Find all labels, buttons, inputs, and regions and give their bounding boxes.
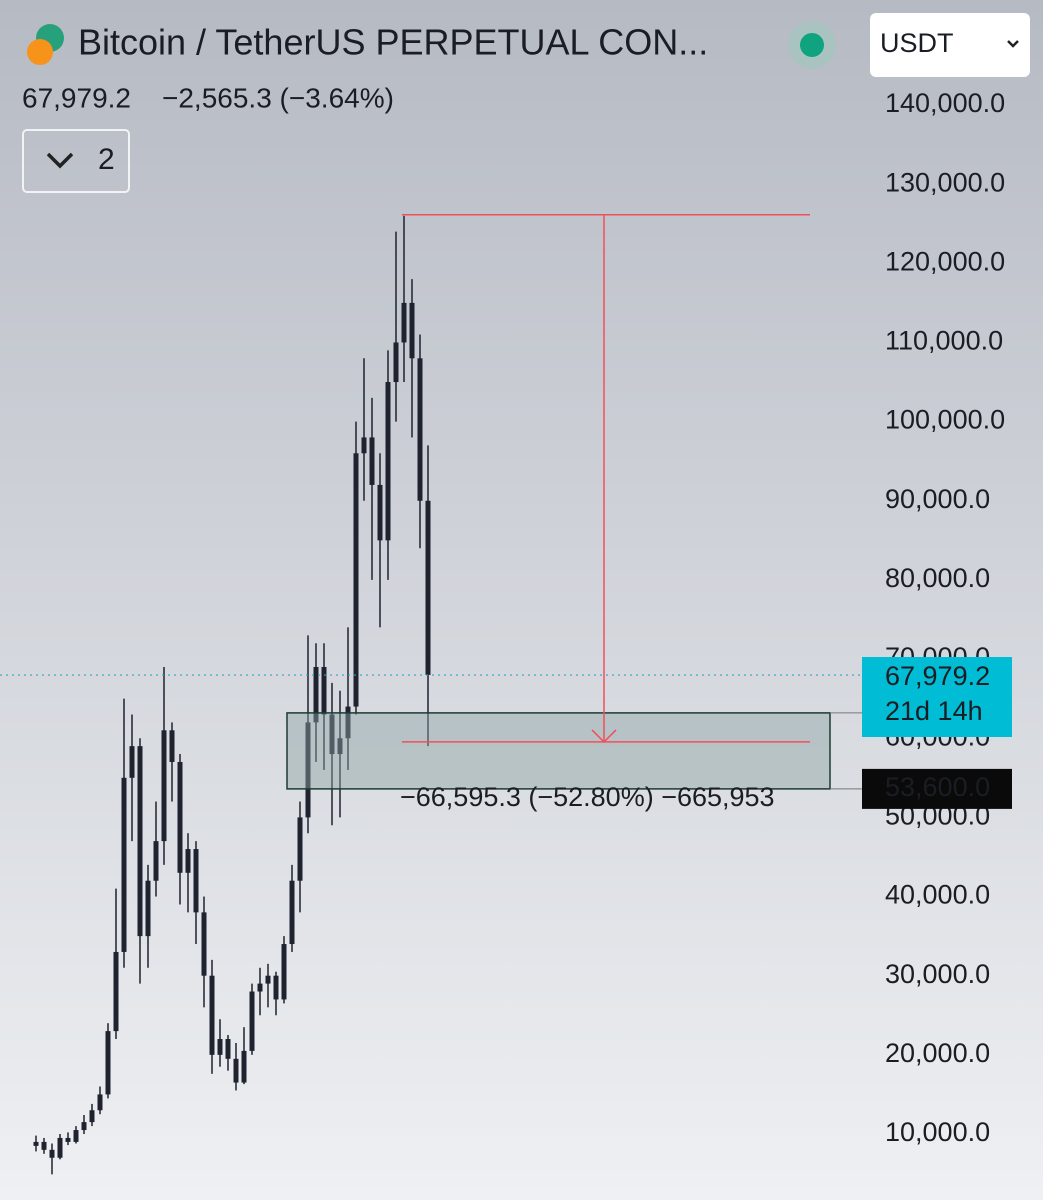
candle-body (385, 382, 391, 541)
y-tick-label: 90,000.0 (885, 484, 990, 514)
y-tick-label: 110,000.0 (885, 326, 1003, 356)
currency-label: USDT (880, 28, 954, 58)
candle-body (169, 730, 175, 762)
candle-body (225, 1039, 231, 1059)
candle-body (425, 500, 431, 675)
last-price-badge-label: 67,979.2 (885, 661, 990, 691)
candle-body (193, 849, 199, 913)
y-tick-label: 100,000.0 (885, 405, 1005, 435)
candle-body (145, 880, 151, 937)
candle-body (313, 666, 319, 723)
status-dot (800, 33, 824, 57)
candle-body (33, 1141, 39, 1146)
candle-body (265, 975, 271, 984)
candle-body (345, 706, 351, 739)
candle-body (177, 761, 183, 873)
last-price: 67,979.2 (22, 82, 131, 113)
candle-body (273, 975, 279, 1000)
candle-body (153, 841, 159, 881)
candle-body (97, 1094, 103, 1111)
candle-body (81, 1122, 87, 1131)
candle-body (73, 1130, 79, 1142)
candle-body (369, 437, 375, 485)
candle-body (289, 880, 295, 945)
candle-body (49, 1149, 55, 1158)
candle-body (377, 484, 383, 541)
candle-body (321, 666, 327, 715)
candle-body (297, 817, 303, 881)
toggle-chevron (46, 152, 74, 169)
candle-body (113, 951, 119, 1032)
candle-body (129, 746, 135, 778)
candle-body (137, 746, 143, 937)
currency-select[interactable] (870, 13, 1030, 77)
select-chevron (1007, 40, 1019, 48)
y-tick-label: 20,000.0 (885, 1038, 990, 1068)
candle-body (393, 342, 399, 383)
candle-body (161, 730, 167, 842)
candle-body (257, 983, 263, 992)
zone-box (286, 712, 831, 790)
candle-body (305, 722, 311, 818)
candle-body (217, 1039, 223, 1055)
candle-body (353, 453, 359, 707)
zone-price-label: 53,600.0 (885, 772, 990, 802)
candle-body (241, 1050, 247, 1083)
candle-body (233, 1058, 239, 1083)
candle-body (57, 1137, 63, 1158)
candle-body (249, 991, 255, 1051)
y-tick-label: 140,000.0 (885, 88, 1005, 118)
zone-price-badge (862, 768, 1012, 809)
candle-body (361, 437, 367, 454)
y-tick-label: 120,000.0 (885, 246, 1005, 276)
countdown-label: 21d 14h (885, 696, 983, 726)
y-tick-label: 10,000.0 (885, 1117, 990, 1147)
price-change: −2,565.3 (−3.64%) (162, 82, 394, 113)
candle-body (121, 777, 127, 952)
candle-body (417, 358, 423, 501)
y-tick-label: 80,000.0 (885, 563, 990, 593)
indicator-count: 2 (98, 143, 115, 176)
candle-body (409, 302, 415, 359)
arrow-head (591, 729, 617, 743)
y-tick-label: 30,000.0 (885, 959, 990, 989)
candle-body (337, 738, 343, 755)
candle-body (281, 944, 287, 1000)
indicator-toggle[interactable] (22, 129, 130, 193)
candle-body (41, 1141, 47, 1150)
candle-body (185, 849, 191, 873)
candle-body (201, 912, 207, 976)
candle-body (209, 975, 215, 1055)
measure-label: −66,595.3 (−52.80%) −665,953 (400, 782, 775, 812)
candle-body (65, 1137, 71, 1142)
candle-body (401, 302, 407, 343)
bitcoin-icon (27, 39, 53, 65)
y-tick-label: 130,000.0 (885, 167, 1005, 197)
candle-body (105, 1031, 111, 1095)
y-tick-label: 40,000.0 (885, 880, 990, 910)
candle-body (89, 1110, 95, 1123)
last-price-badge (862, 657, 1012, 737)
symbol-title: Bitcoin / TetherUS PERPETUAL CON... (78, 22, 708, 63)
candle-body (329, 714, 335, 755)
